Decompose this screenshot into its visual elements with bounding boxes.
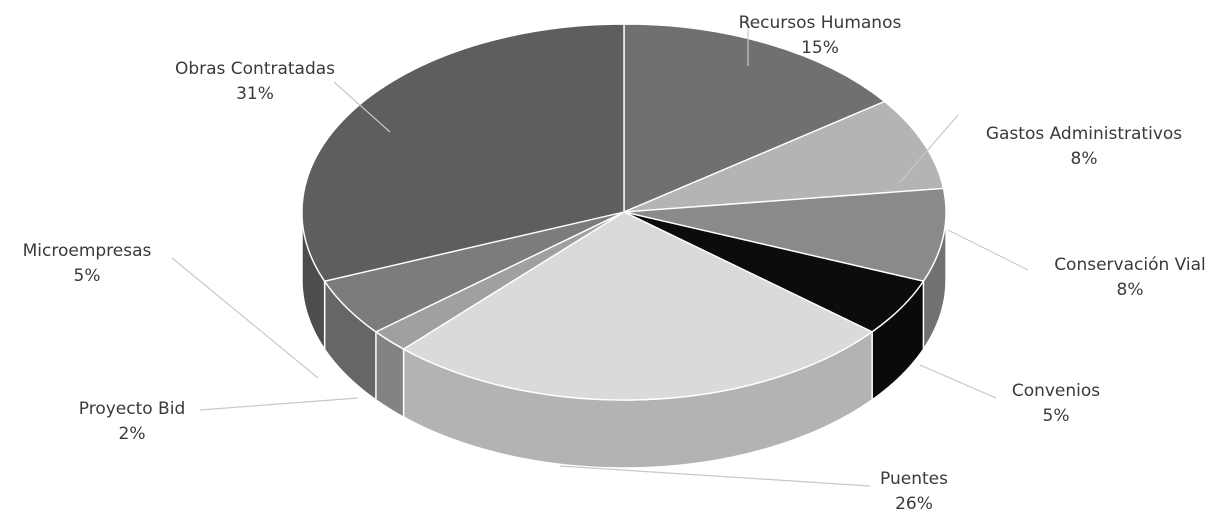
leader-line-conservacion-vial [947, 229, 1029, 271]
leader-lines [171, 18, 1029, 487]
slice-label-microempresas: Microempresas [23, 241, 152, 261]
slice-value-microempresas: 5% [74, 266, 101, 286]
leader-line-convenios [919, 364, 997, 399]
slice-label-convenios: Convenios [1012, 381, 1100, 401]
slice-gastos-administrativos [623, 100, 945, 213]
leader-line-proyecto-bid [199, 397, 359, 411]
pie-tops [301, 23, 947, 401]
slice-value-convenios: 5% [1043, 406, 1070, 426]
slice-label-obras-contratadas: Obras Contratadas [175, 59, 335, 79]
slice-label-proyecto-bid: Proyecto Bid [79, 399, 185, 419]
slice-label-recursos-humanos: Recursos Humanos [739, 13, 902, 33]
slice-value-gastos-administrativos: 8% [1071, 149, 1098, 169]
slice-value-obras-contratadas: 31% [236, 84, 274, 104]
slice-labels: Recursos Humanos 15% Gastos Administrativo… [23, 13, 1206, 514]
leader-line-microempresas [171, 257, 319, 379]
slice-obras-contratadas [301, 23, 625, 282]
leader-line-gastos-administrativos [899, 114, 959, 183]
slice-conservacion-vial [623, 187, 947, 282]
leader-line-obras-contratadas [333, 81, 391, 133]
slice-value-puentes: 26% [895, 494, 933, 514]
leader-line-puentes [559, 465, 871, 487]
slice-puentes [402, 211, 873, 401]
slice-label-gastos-administrativos: Gastos Administrativos [986, 124, 1182, 144]
slice-label-conservacion-vial: Conservación Vial [1054, 255, 1206, 275]
slice-value-conservacion-vial: 8% [1117, 280, 1144, 300]
slice-label-puentes: Puentes [880, 469, 948, 489]
slice-value-recursos-humanos: 15% [801, 38, 839, 58]
slice-recursos-humanos [623, 23, 886, 213]
slice-value-proyecto-bid: 2% [119, 424, 146, 444]
